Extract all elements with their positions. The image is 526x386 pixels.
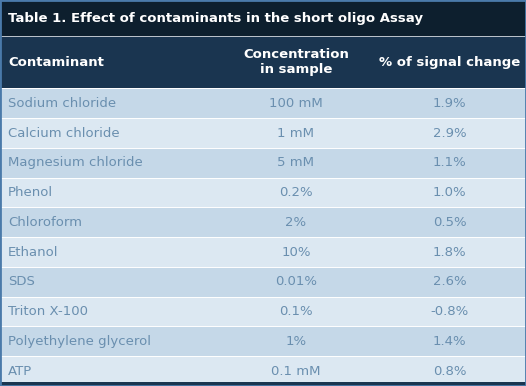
Text: 1.4%: 1.4% [433,335,467,348]
Text: Contaminant: Contaminant [8,56,104,69]
Bar [0,327,526,356]
Text: 10%: 10% [281,245,311,259]
Text: -0.8%: -0.8% [431,305,469,318]
Text: 0.01%: 0.01% [275,275,317,288]
Bar [0,356,526,386]
Text: 2.9%: 2.9% [433,127,467,139]
Bar [0,148,526,178]
Text: SDS: SDS [8,275,35,288]
Bar [0,237,526,267]
Text: Triton X-100: Triton X-100 [8,305,88,318]
Text: Calcium chloride: Calcium chloride [8,127,119,139]
Text: Sodium chloride: Sodium chloride [8,97,116,110]
Text: Polyethylene glycerol: Polyethylene glycerol [8,335,151,348]
Text: ATP: ATP [8,365,32,378]
Text: 2.6%: 2.6% [433,275,467,288]
Text: % of signal change: % of signal change [379,56,520,69]
Text: 1.9%: 1.9% [433,97,467,110]
Text: 0.8%: 0.8% [433,365,467,378]
Bar [0,36,526,88]
Bar [0,88,526,118]
Bar [0,297,526,327]
Text: 1.0%: 1.0% [433,186,467,199]
Text: 1 mM: 1 mM [277,127,315,139]
Text: 100 mM: 100 mM [269,97,323,110]
Text: 5 mM: 5 mM [277,156,315,169]
Bar [0,207,526,237]
Text: 0.5%: 0.5% [433,216,467,229]
Text: 2%: 2% [285,216,307,229]
Text: Magnesium chloride: Magnesium chloride [8,156,143,169]
Text: Ethanol: Ethanol [8,245,58,259]
Text: 1.1%: 1.1% [433,156,467,169]
Text: Concentration
in sample: Concentration in sample [243,48,349,76]
Bar [0,267,526,297]
Bar [0,0,526,36]
Bar [0,178,526,207]
Bar [0,382,526,386]
Text: 1%: 1% [285,335,307,348]
Text: Chloroform: Chloroform [8,216,82,229]
Text: 0.1%: 0.1% [279,305,312,318]
Text: Table 1. Effect of contaminants in the short oligo Assay: Table 1. Effect of contaminants in the s… [8,12,423,25]
Bar [0,118,526,148]
Text: 0.1 mM: 0.1 mM [271,365,321,378]
Text: Phenol: Phenol [8,186,53,199]
Text: 0.2%: 0.2% [279,186,312,199]
Text: 1.8%: 1.8% [433,245,467,259]
